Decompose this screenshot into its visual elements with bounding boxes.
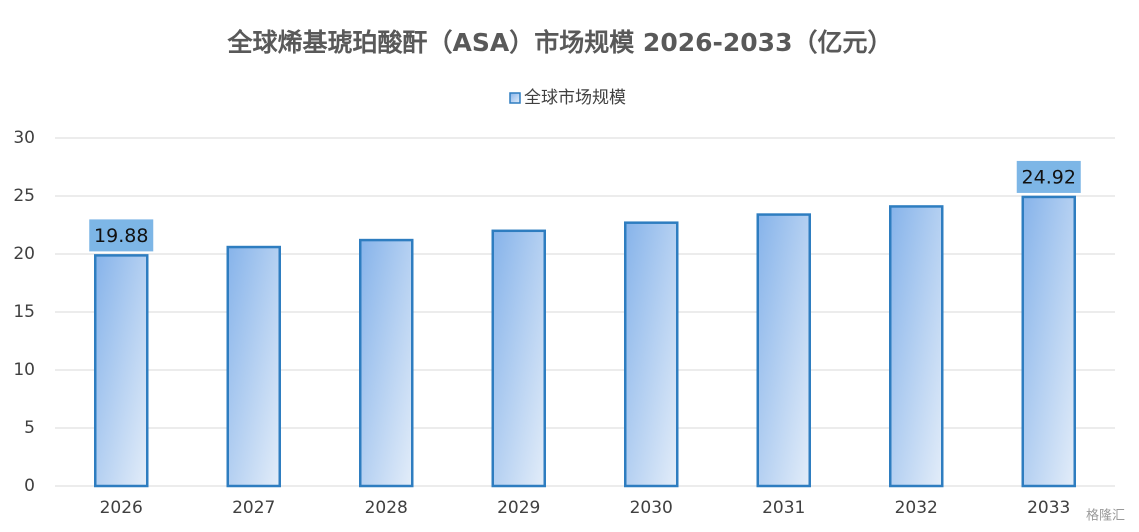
legend-swatch (509, 92, 521, 104)
data-label-box (89, 219, 154, 252)
bar (94, 254, 149, 488)
x-tick-label: 2027 (232, 498, 275, 518)
chart-title: 全球烯基琥珀酸酐（ASA）市场规模 2026-2033（亿元） (227, 28, 893, 57)
data-label: 24.92 (1022, 166, 1076, 188)
bar (491, 229, 546, 488)
bar (756, 213, 811, 488)
x-tick-label: 2026 (100, 498, 143, 518)
x-tick-label: 2032 (895, 498, 938, 518)
data-label: 19.88 (94, 225, 148, 247)
y-tick-label: 25 (13, 186, 35, 206)
watermark: 格隆汇 (1086, 508, 1125, 524)
bar (889, 205, 944, 488)
bar (624, 221, 679, 488)
x-tick-label: 2033 (1027, 498, 1070, 518)
bar (1021, 195, 1076, 488)
legend-label: 全球市场规模 (524, 88, 626, 108)
data-label-box (1016, 160, 1081, 193)
bar (359, 238, 414, 488)
y-tick-label: 0 (24, 476, 35, 496)
x-tick-label: 2031 (762, 498, 805, 518)
y-tick-label: 20 (13, 244, 35, 264)
x-tick-label: 2030 (630, 498, 673, 518)
y-tick-label: 10 (13, 360, 35, 380)
bar (226, 245, 281, 488)
y-tick-label: 5 (24, 418, 35, 438)
x-tick-label: 2028 (365, 498, 408, 518)
y-tick-label: 15 (13, 302, 35, 322)
x-tick-label: 2029 (497, 498, 540, 518)
y-tick-label: 30 (13, 128, 35, 148)
